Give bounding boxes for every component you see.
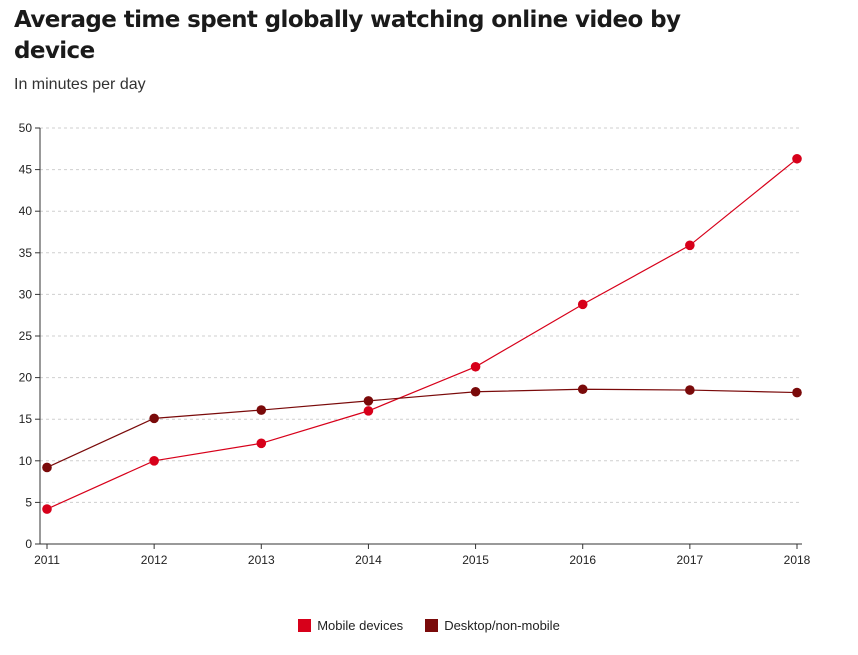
y-tick-label-45: 45 (19, 163, 33, 177)
chart-title: Average time spent globally watching onl… (14, 7, 681, 64)
x-axis-ticks: 2011 2012 2013 2014 2015 2016 2017 2018 (34, 544, 811, 567)
x-tick-label-2015: 2015 (462, 553, 489, 567)
legend-item-mobile[interactable]: Mobile devices (298, 618, 403, 633)
y-tick-label-40: 40 (19, 204, 33, 218)
legend-item-desktop[interactable]: Desktop/non-mobile (425, 618, 560, 633)
chart-subtitle: In minutes per day (14, 76, 146, 93)
y-tick-label-10: 10 (19, 454, 33, 468)
x-tick-label-2013: 2013 (248, 553, 275, 567)
y-tick-label-35: 35 (19, 246, 33, 260)
x-tick-label-2011: 2011 (34, 553, 60, 567)
series-line-desktop (46, 388, 798, 469)
data-point-mobile-2014 (363, 406, 374, 416)
y-tick-label-25: 25 (19, 329, 33, 343)
data-point-desktop-2011 (42, 462, 52, 473)
data-point-desktop-2016 (577, 384, 588, 395)
data-point-mobile-2011 (42, 504, 52, 514)
data-point-desktop-2018 (792, 387, 802, 398)
y-tick-label-15: 15 (19, 412, 33, 426)
data-point-mobile-2013 (256, 438, 267, 449)
legend-swatch-desktop (425, 619, 439, 632)
grid-lines (40, 127, 800, 503)
y-tick-label-30: 30 (19, 287, 33, 301)
x-tick-label-2014: 2014 (355, 553, 382, 567)
data-point-desktop-2014 (363, 396, 374, 406)
legend-label-mobile: Mobile devices (317, 618, 404, 633)
data-point-desktop-2013 (256, 405, 267, 415)
legend: Mobile devices Desktop/non-mobile (0, 618, 858, 633)
data-point-mobile-2016 (577, 299, 588, 310)
data-point-desktop-2012 (149, 413, 159, 424)
y-tick-label-0: 0 (25, 537, 32, 551)
series-line-mobile (46, 158, 798, 510)
data-point-desktop-2015 (470, 386, 481, 397)
data-point-mobile-2012 (149, 456, 159, 466)
y-tick-label-5: 5 (25, 495, 32, 509)
x-tick-label-2018: 2018 (784, 553, 811, 567)
legend-label-desktop: Desktop/non-mobile (444, 618, 560, 633)
x-tick-label-2017: 2017 (677, 553, 704, 567)
x-tick-label-2012: 2012 (141, 553, 168, 567)
data-point-mobile-2015 (470, 361, 481, 372)
y-tick-label-20: 20 (19, 371, 33, 385)
series-lines (46, 158, 798, 510)
data-point-mobile-2017 (685, 240, 695, 251)
y-axis-ticks: 0 5 10 15 20 25 30 35 40 45 50 (19, 121, 40, 551)
data-point-desktop-2017 (685, 385, 695, 395)
y-tick-label-50: 50 (19, 121, 33, 135)
data-point-mobile-2018 (792, 153, 802, 164)
x-tick-label-2016: 2016 (569, 553, 596, 567)
series-points (42, 153, 802, 514)
legend-swatch-mobile (298, 619, 312, 632)
